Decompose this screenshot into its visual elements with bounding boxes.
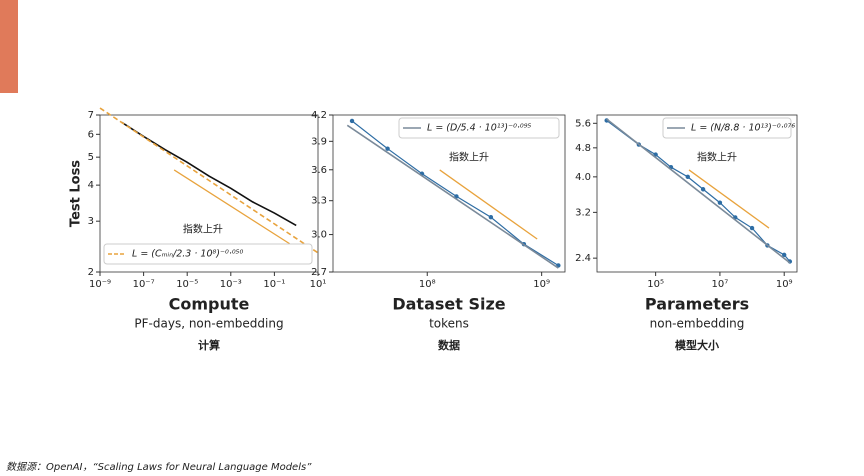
chart-title: Compute bbox=[169, 295, 250, 314]
x-tick-label: 10¹ bbox=[310, 279, 327, 290]
series-line bbox=[121, 121, 297, 227]
annotation: 指数上升 bbox=[449, 150, 489, 163]
y-tick-label: 4 bbox=[88, 180, 94, 191]
x-tick-label: 10⁻³ bbox=[220, 279, 242, 290]
legend-box bbox=[662, 117, 792, 139]
x-tick-label: 10⁷ bbox=[712, 279, 729, 290]
data-point bbox=[488, 215, 494, 220]
series-line bbox=[346, 124, 559, 269]
y-tick-label: 7 bbox=[88, 110, 94, 121]
annotation: 指数上升 bbox=[183, 223, 223, 236]
legend-label: L = (D/5.4 · 10¹³)⁻⁰·⁰⁹⁵ bbox=[427, 123, 532, 134]
y-tick-label: 3.3 bbox=[311, 196, 327, 207]
y-tick-label: 4.8 bbox=[575, 143, 591, 154]
data-point bbox=[349, 118, 355, 124]
annotation-line bbox=[439, 169, 538, 240]
plot-frame bbox=[99, 114, 319, 273]
chart-subtitle: PF-days, non-embedding bbox=[134, 317, 283, 331]
x-tick-label: 10⁵ bbox=[647, 279, 664, 290]
series-line bbox=[606, 118, 791, 264]
x-tick-label: 10⁻¹ bbox=[263, 279, 285, 290]
chart-title: Dataset Size bbox=[392, 295, 505, 314]
chart-caption: 计算 bbox=[198, 338, 220, 352]
y-tick-label: 2 bbox=[88, 267, 94, 278]
chart-caption: 模型大小 bbox=[675, 338, 719, 352]
y-tick-label: 3.2 bbox=[575, 207, 591, 218]
y-tick-label: 6 bbox=[88, 129, 94, 140]
y-tick-label: 2.7 bbox=[311, 267, 327, 278]
x-tick-label: 10⁸ bbox=[419, 279, 436, 290]
data-point bbox=[782, 252, 787, 258]
legend-box bbox=[103, 243, 313, 265]
y-axis-label: Test Loss bbox=[69, 160, 84, 227]
y-tick-label: 3.9 bbox=[311, 136, 327, 147]
annotation-line bbox=[688, 169, 770, 229]
annotation-line bbox=[173, 169, 291, 245]
y-tick-label: 3 bbox=[88, 216, 94, 227]
chart-subtitle: non-embedding bbox=[650, 317, 745, 331]
data-point bbox=[685, 174, 690, 180]
series-line bbox=[99, 107, 319, 254]
x-tick-label: 10⁻⁹ bbox=[89, 279, 111, 290]
data-point bbox=[700, 187, 706, 192]
annotation: 指数上升 bbox=[697, 150, 737, 163]
series-line bbox=[351, 120, 559, 266]
y-tick-label: 5.6 bbox=[575, 118, 591, 129]
y-tick-label: 3.0 bbox=[311, 230, 327, 241]
y-tick-label: 4.0 bbox=[575, 172, 591, 183]
y-tick-label: 3.6 bbox=[311, 165, 327, 176]
plot-frame bbox=[596, 114, 798, 273]
legend-label: L = (Cₘᵢₙ/2.3 · 10⁸)⁻⁰·⁰⁵⁰ bbox=[132, 249, 243, 260]
chart-caption: 数据 bbox=[438, 338, 460, 352]
chart-title: Parameters bbox=[645, 295, 749, 314]
x-tick-label: 10⁻⁷ bbox=[133, 279, 155, 290]
plot-frame bbox=[332, 114, 566, 273]
chart-subtitle: tokens bbox=[429, 317, 469, 331]
y-tick-label: 2.4 bbox=[575, 253, 591, 264]
legend-box bbox=[398, 117, 560, 139]
data-point bbox=[749, 225, 755, 231]
legend-label: L = (N/8.8 · 10¹³)⁻⁰·⁰⁷⁶ bbox=[691, 123, 795, 134]
data-point bbox=[717, 200, 723, 205]
x-tick-label: 10⁻⁵ bbox=[176, 279, 198, 290]
y-tick-label: 5 bbox=[88, 152, 94, 163]
x-tick-label: 10⁹ bbox=[533, 279, 550, 290]
x-tick-label: 10⁹ bbox=[776, 279, 793, 290]
accent-bar bbox=[0, 0, 18, 93]
data-point bbox=[385, 146, 390, 151]
source-note: 数据源：OpenAI，“Scaling Laws for Neural Lang… bbox=[6, 461, 312, 473]
y-tick-label: 4.2 bbox=[311, 110, 327, 121]
